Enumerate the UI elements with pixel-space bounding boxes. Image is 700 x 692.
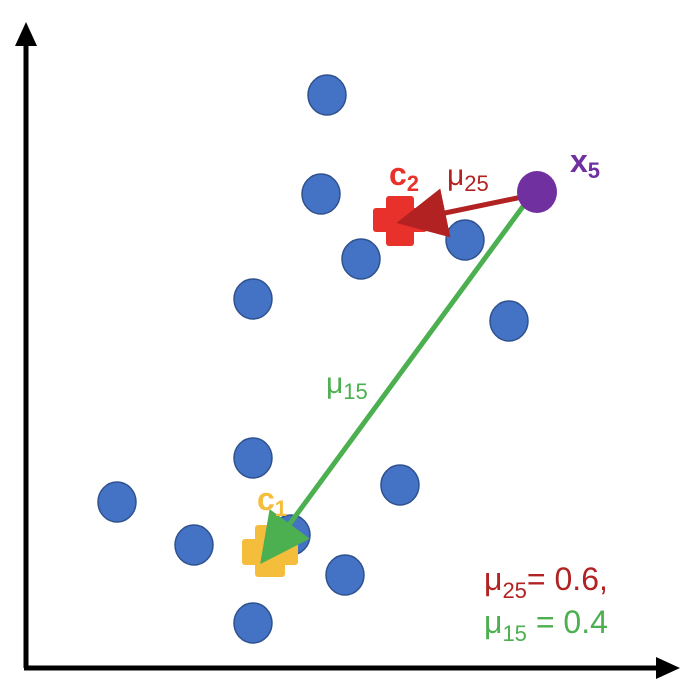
data-point <box>233 437 273 479</box>
data-point <box>233 602 273 644</box>
label-mu25: μ25 <box>447 159 489 196</box>
label-c1: c1 <box>257 481 287 521</box>
data-point <box>445 219 485 261</box>
data-point <box>233 278 273 320</box>
mu15-arrow <box>260 199 530 565</box>
label-c2: c2 <box>389 156 419 196</box>
x-axis-arrowhead <box>656 657 680 679</box>
axes <box>15 22 680 679</box>
data-point <box>341 238 381 280</box>
data-point <box>489 300 529 342</box>
formula-mu25: μ25= 0.6, <box>484 561 608 603</box>
data-points <box>97 74 529 644</box>
mu25-arrow <box>396 188 528 238</box>
y-axis-arrowhead <box>15 22 37 46</box>
formula-mu15: μ15 = 0.4 <box>484 604 608 646</box>
label-x5: x5 <box>570 143 600 183</box>
data-point <box>307 74 347 116</box>
data-point <box>174 524 214 566</box>
data-point <box>301 173 341 215</box>
data-point <box>97 481 137 523</box>
centroid-c2 <box>373 196 427 246</box>
data-point <box>325 554 365 596</box>
data-point <box>380 464 420 506</box>
label-mu15: μ15 <box>326 367 368 404</box>
point-x5 <box>517 171 557 213</box>
